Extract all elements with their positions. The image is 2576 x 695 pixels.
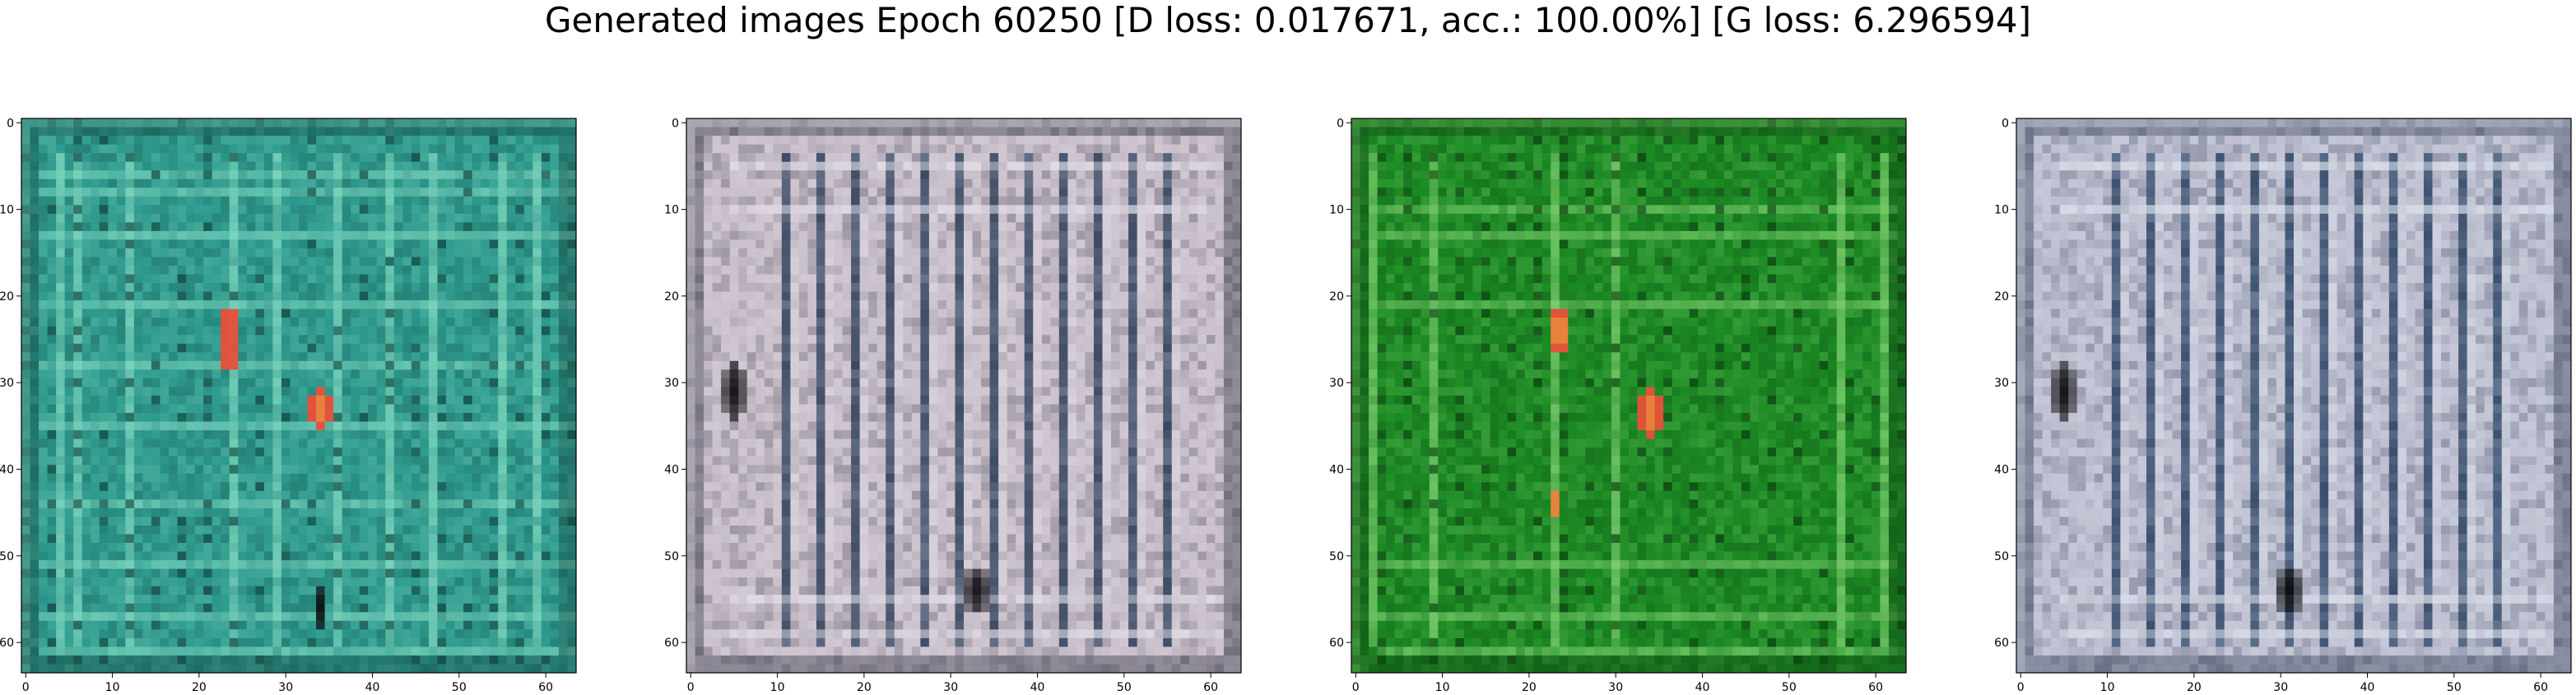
y-tick-label: 50: [0, 550, 14, 563]
x-tick-label: 30: [278, 681, 293, 694]
y-tick-label: 40: [664, 464, 679, 477]
x-tick-label: 20: [857, 681, 872, 694]
image-pixels: [686, 118, 1242, 674]
x-tick-label: 40: [1695, 681, 1710, 694]
x-tick-label: 60: [1203, 681, 1218, 694]
y-tick-label: 0: [7, 117, 14, 130]
image-pixels: [2016, 118, 2572, 674]
y-tick-label: 30: [0, 377, 14, 390]
image-panel-1: 0 10 20 30 40 50 60 0 10 20 30 40 50 60: [0, 117, 577, 694]
plot-frame: [1351, 118, 1907, 674]
y-tick-label: 20: [0, 290, 14, 303]
y-tick-label: 50: [664, 550, 679, 563]
x-tick-label: 30: [943, 681, 958, 694]
y-tick-label: 10: [1329, 204, 1344, 217]
image-panel-3: 0 10 20 30 40 50 60 0 10 20 30 40 50 60: [1329, 117, 1907, 694]
x-tick-label: 50: [1782, 681, 1797, 694]
x-tick-label: 10: [1435, 681, 1450, 694]
image-pixels: [1351, 118, 1907, 674]
x-tick-label: 10: [770, 681, 785, 694]
y-tick-label: 20: [1329, 290, 1344, 303]
y-tick-label: 20: [664, 290, 679, 303]
x-tick-label: 10: [105, 681, 120, 694]
x-tick-label: 50: [2447, 681, 2462, 694]
x-tick-label: 0: [687, 681, 695, 694]
plot-frame: [21, 118, 577, 674]
x-tick-label: 30: [2273, 681, 2288, 694]
x-tick-label: 40: [1030, 681, 1045, 694]
y-tick-label: 30: [1994, 377, 2009, 390]
y-tick-label: 10: [0, 204, 14, 217]
y-tick-label: 60: [0, 637, 14, 650]
y-tick-label: 0: [2002, 117, 2009, 130]
y-tick-label: 30: [664, 377, 679, 390]
plot-frame: [686, 118, 1242, 674]
y-tick-label: 0: [672, 117, 679, 130]
y-tick-label: 40: [1329, 464, 1344, 477]
image-pixels: [21, 118, 577, 674]
image-panel-2: 0 10 20 30 40 50 60 0 10 20 30 40 50 60: [664, 117, 1242, 694]
x-tick-label: 40: [2360, 681, 2375, 694]
y-tick-label: 10: [1994, 204, 2009, 217]
x-tick-label: 0: [2017, 681, 2025, 694]
x-tick-label: 60: [1868, 681, 1883, 694]
y-tick-label: 0: [1337, 117, 1344, 130]
y-tick-label: 20: [1994, 290, 2009, 303]
x-tick-label: 60: [2533, 681, 2548, 694]
x-tick-label: 30: [1608, 681, 1623, 694]
y-tick-label: 60: [1329, 637, 1344, 650]
y-tick-label: 60: [664, 637, 679, 650]
y-tick-label: 50: [1329, 550, 1344, 563]
x-tick-label: 0: [1352, 681, 1360, 694]
y-tick-label: 50: [1994, 550, 2009, 563]
x-tick-label: 40: [365, 681, 380, 694]
y-tick-label: 40: [0, 464, 14, 477]
y-tick-label: 40: [1994, 464, 2009, 477]
plot-frame: [2016, 118, 2572, 674]
y-tick-label: 30: [1329, 377, 1344, 390]
x-tick-label: 10: [2100, 681, 2115, 694]
x-tick-label: 50: [1117, 681, 1132, 694]
figure-title: Generated images Epoch 60250 [D loss: 0.…: [544, 0, 2032, 40]
image-panel-4: 0 10 20 30 40 50 60 0 10 20 30 40 50 60: [1994, 117, 2572, 694]
x-tick-label: 60: [538, 681, 553, 694]
x-tick-label: 20: [192, 681, 207, 694]
x-tick-label: 50: [452, 681, 467, 694]
x-tick-label: 0: [22, 681, 30, 694]
y-tick-label: 60: [1994, 637, 2009, 650]
x-tick-label: 20: [2187, 681, 2202, 694]
x-tick-label: 20: [1522, 681, 1537, 694]
y-tick-label: 10: [664, 204, 679, 217]
